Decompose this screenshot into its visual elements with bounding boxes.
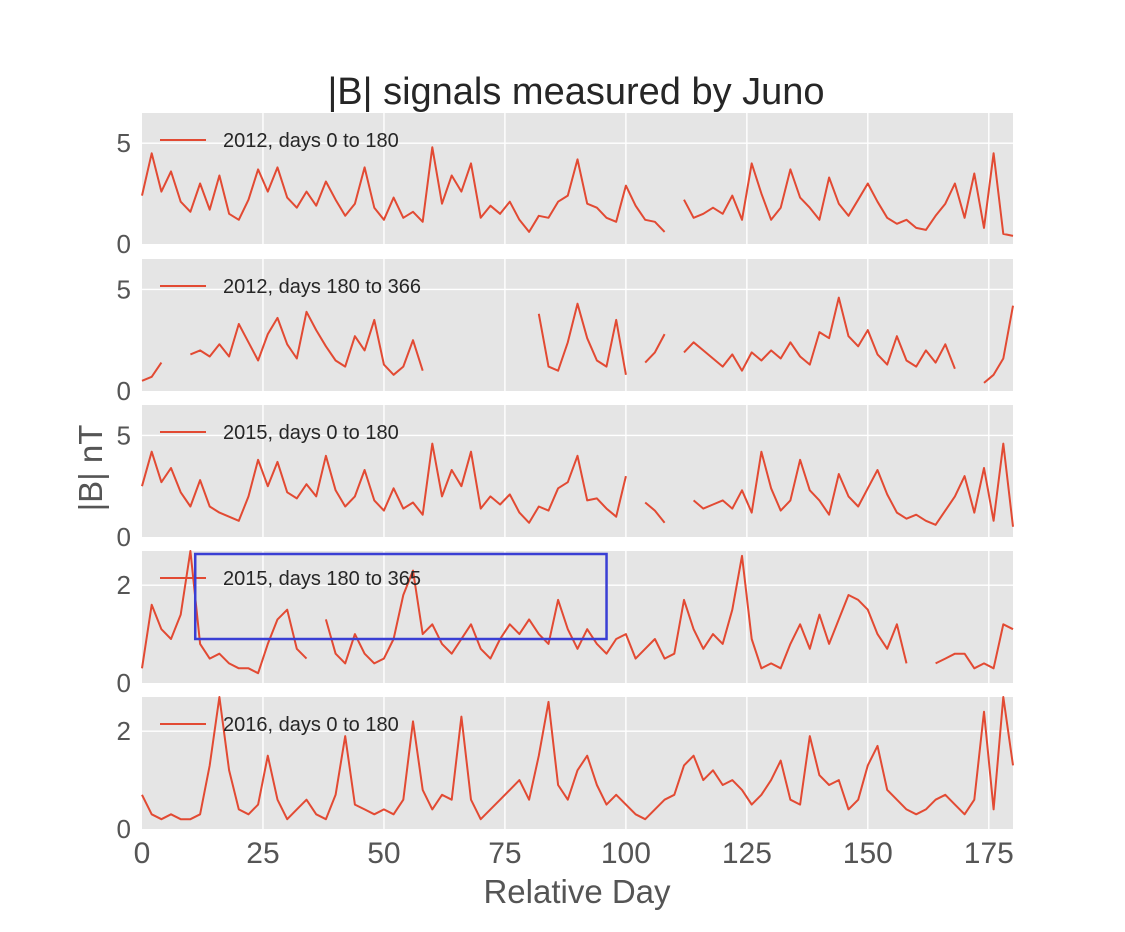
- x-tick-label: 50: [367, 837, 400, 870]
- panels-group: 0 5 2012, days 0 to 180 0 5 2012, days 180 to…: [117, 113, 1014, 844]
- series-line: [141, 296, 1014, 384]
- chart-title: |B| signals measured by Juno: [327, 71, 824, 113]
- x-tick-label: 75: [488, 837, 521, 870]
- series-line: [141, 146, 1014, 237]
- panel-1: 0 5 2012, days 0 to 180: [117, 113, 1014, 259]
- legend-label: 2015, days 180 to 365: [223, 568, 421, 590]
- x-axis-label: Relative Day: [483, 873, 671, 910]
- panel-4: 0 2 2015, days 180 to 365: [117, 550, 1014, 698]
- legend-label: 2015, days 0 to 180: [223, 422, 399, 444]
- y-tick-label: 0: [117, 229, 131, 259]
- x-tick-labels: 0 25 50 75 100 125 150 175: [134, 837, 1014, 870]
- y-tick-label: 0: [117, 522, 131, 552]
- highlight-box: [193, 552, 608, 641]
- y-tick-label: 2: [117, 716, 131, 746]
- panel-5: 0 2 2016, days 0 to 180: [117, 696, 1014, 844]
- y-tick-label: 0: [117, 814, 131, 844]
- panel-2: 0 5 2012, days 180 to 366: [117, 259, 1014, 406]
- x-tick-label: 100: [601, 837, 651, 870]
- series-line: [141, 442, 1014, 527]
- y-tick-label: 0: [117, 668, 131, 698]
- panel-3: 0 5 2015, days 0 to 180: [117, 405, 1014, 552]
- y-tick-label: 5: [117, 274, 131, 304]
- legend-label: 2012, days 180 to 366: [223, 276, 421, 298]
- y-tick-label: 5: [117, 128, 131, 158]
- y-tick-label: 0: [117, 376, 131, 406]
- x-tick-label: 25: [246, 837, 279, 870]
- legend-label: 2012, days 0 to 180: [223, 130, 399, 152]
- legend-label: 2016, days 0 to 180: [223, 714, 399, 736]
- y-tick-label: 2: [117, 570, 131, 600]
- y-axis-label: |B| nT: [72, 425, 109, 512]
- x-tick-label: 150: [843, 837, 893, 870]
- x-tick-label: 125: [722, 837, 772, 870]
- series-line: [141, 696, 1014, 821]
- series-line: [141, 550, 1014, 675]
- x-tick-label: 175: [964, 837, 1014, 870]
- y-tick-label: 5: [117, 420, 131, 450]
- x-tick-label: 0: [134, 837, 151, 870]
